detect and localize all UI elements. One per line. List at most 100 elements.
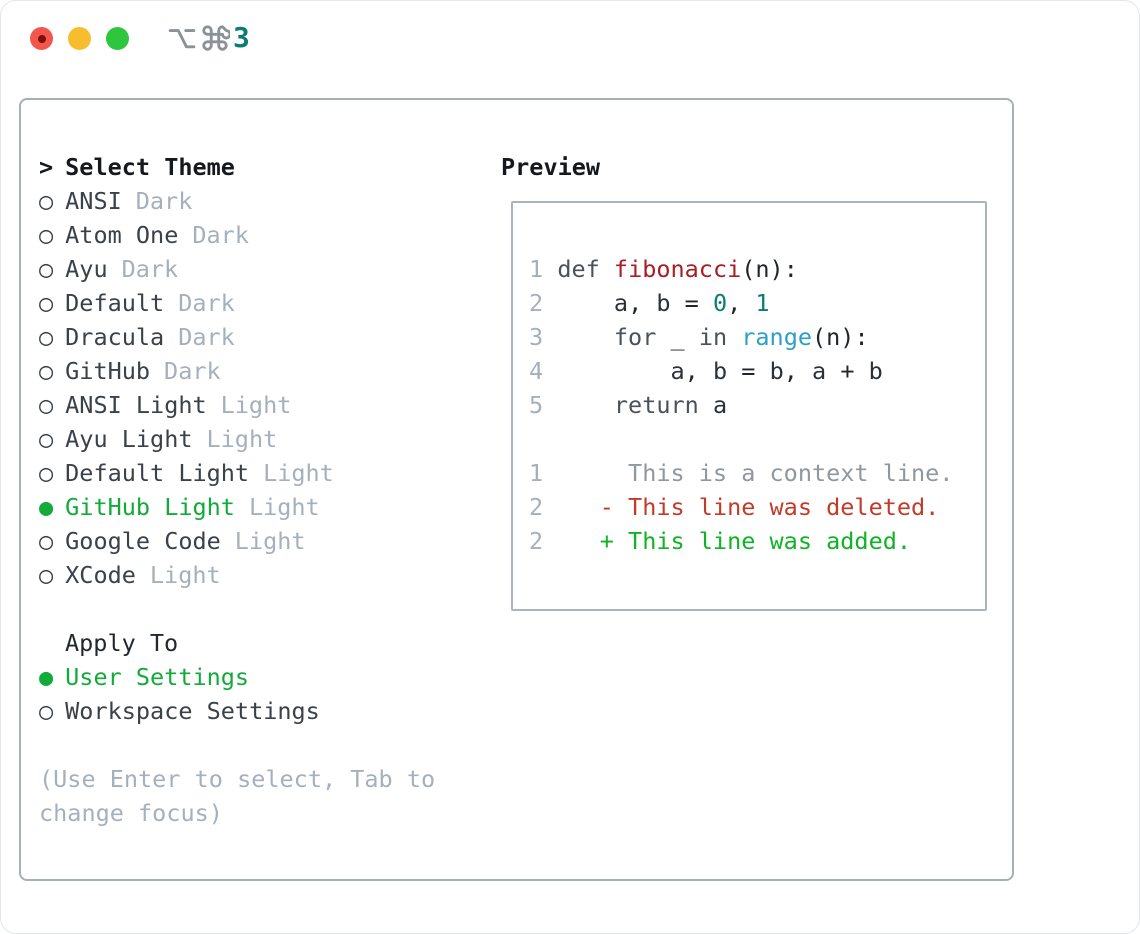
token: _ — [656, 323, 699, 351]
minimize-button[interactable] — [68, 27, 91, 50]
diff-context-text: This is a context line. — [543, 459, 954, 487]
theme-name: GitHub — [65, 357, 151, 385]
radio-selected-icon: ● — [39, 663, 54, 691]
theme-item-default-dark[interactable]: ○ Default Dark — [39, 286, 435, 320]
radio-icon: ○ — [39, 425, 54, 453]
token — [543, 391, 614, 419]
theme-variant: Dark — [164, 357, 221, 385]
token: (n): — [812, 323, 869, 351]
token — [727, 323, 741, 351]
theme-item-default-light[interactable]: ○ Default Light Light — [39, 456, 435, 490]
theme-variant: Dark — [178, 289, 235, 317]
radio-icon: ○ — [39, 323, 54, 351]
preview-title: Preview — [501, 153, 601, 181]
theme-item-github-dark[interactable]: ○ GitHub Dark — [39, 354, 435, 388]
titlebar — [30, 27, 129, 50]
theme-variant: Light — [248, 493, 320, 521]
hint-text-line2: change focus) — [39, 799, 223, 827]
theme-variant: Dark — [192, 221, 249, 249]
menu-header-row: > Select Theme — [39, 150, 435, 184]
theme-item-ayu-dark[interactable]: ○ Ayu Dark — [39, 252, 435, 286]
token-variable: a — [670, 357, 685, 385]
radio-icon: ○ — [39, 391, 54, 419]
line-number: 2 — [529, 289, 544, 317]
token-variable: b — [769, 357, 784, 385]
token: , — [684, 357, 713, 385]
radio-icon: ○ — [39, 221, 54, 249]
theme-item-github-light-selected[interactable]: ● GitHub Light Light — [39, 490, 435, 524]
diff-deleted-text: - This line was deleted. — [543, 493, 940, 521]
radio-icon: ○ — [39, 697, 54, 725]
token-variable: a — [613, 289, 629, 317]
token — [543, 289, 614, 317]
code-line-1: 1 def fibonacci(n): — [529, 252, 985, 286]
token — [543, 357, 670, 385]
theme-item-xcode[interactable]: ○ XCode Light — [39, 558, 435, 592]
close-dot-icon — [37, 34, 46, 43]
diff-added-text: + This line was added. — [543, 527, 912, 555]
radio-icon: ○ — [39, 561, 54, 589]
option-icon — [167, 23, 197, 53]
radio-icon: ○ — [39, 255, 54, 283]
code-line-4: 4 a, b = b, a + b — [529, 354, 985, 388]
diff-context-line: 1 This is a context line. — [529, 456, 985, 490]
close-button[interactable] — [30, 27, 53, 50]
apply-option-user-settings[interactable]: ● User Settings — [39, 660, 435, 694]
theme-item-dracula-dark[interactable]: ○ Dracula Dark — [39, 320, 435, 354]
theme-name: Atom One — [65, 221, 179, 249]
theme-name: Google Code — [65, 527, 221, 555]
apply-option-workspace-settings[interactable]: ○ Workspace Settings — [39, 694, 435, 728]
radio-icon: ○ — [39, 459, 54, 487]
code-line-5: 5 return a — [529, 388, 985, 422]
line-number: 5 — [529, 391, 544, 419]
theme-item-ansi-dark[interactable]: ○ ANSI Dark — [39, 184, 435, 218]
token-function: fibonacci — [613, 255, 742, 283]
apply-option-label: Workspace Settings — [65, 697, 320, 725]
hint-text-line1: (Use Enter to select, Tab to — [39, 765, 436, 793]
theme-item-ayu-light[interactable]: ○ Ayu Light Light — [39, 422, 435, 456]
theme-menu: > Select Theme ○ ANSI Dark ○ Atom One Dark ○ A… — [39, 150, 435, 830]
token: + — [826, 357, 869, 385]
theme-name: Default — [65, 289, 165, 317]
token — [699, 391, 713, 419]
token — [543, 323, 614, 351]
theme-name: Ayu Light — [65, 425, 193, 453]
token: , — [628, 289, 657, 317]
radio-selected-icon: ● — [39, 493, 54, 521]
token: , — [727, 289, 756, 317]
line-number: 1 — [529, 459, 544, 487]
token: = — [670, 289, 713, 317]
token — [543, 255, 557, 283]
line-number: 1 — [529, 255, 544, 283]
diff-deleted-line: 2 - This line was deleted. — [529, 490, 985, 524]
apply-option-label: User Settings — [65, 663, 250, 691]
theme-variant: Light — [206, 425, 278, 453]
token-keyword: for — [613, 323, 657, 351]
theme-item-atom-one-dark[interactable]: ○ Atom One Dark — [39, 218, 435, 252]
theme-name: ANSI — [65, 187, 122, 215]
blank-line — [529, 422, 985, 456]
preview-box: 1 def fibonacci(n): 2 a, b = 0, 1 3 for … — [511, 201, 987, 611]
token-variable: a — [712, 391, 728, 419]
theme-item-google-code[interactable]: ○ Google Code Light — [39, 524, 435, 558]
theme-item-ansi-light[interactable]: ○ ANSI Light Light — [39, 388, 435, 422]
token-number: 0 — [712, 289, 728, 317]
code-line-3: 3 for _ in range(n): — [529, 320, 985, 354]
token: (n): — [741, 255, 798, 283]
menu-title: Select Theme — [65, 153, 235, 181]
token-variable: b — [868, 357, 883, 385]
theme-name: Ayu — [65, 255, 108, 283]
code-line-2: 2 a, b = 0, 1 — [529, 286, 985, 320]
spacer — [39, 592, 435, 626]
theme-variant: Dark — [121, 255, 179, 283]
theme-variant: Light — [234, 527, 306, 555]
theme-name: XCode — [65, 561, 136, 589]
line-number: 2 — [529, 527, 544, 555]
token-keyword: def — [557, 255, 600, 283]
command-icon — [200, 23, 230, 53]
zoom-button[interactable] — [106, 27, 129, 50]
theme-variant: Dark — [135, 187, 193, 215]
radio-icon: ○ — [39, 289, 54, 317]
line-number: 2 — [529, 493, 544, 521]
